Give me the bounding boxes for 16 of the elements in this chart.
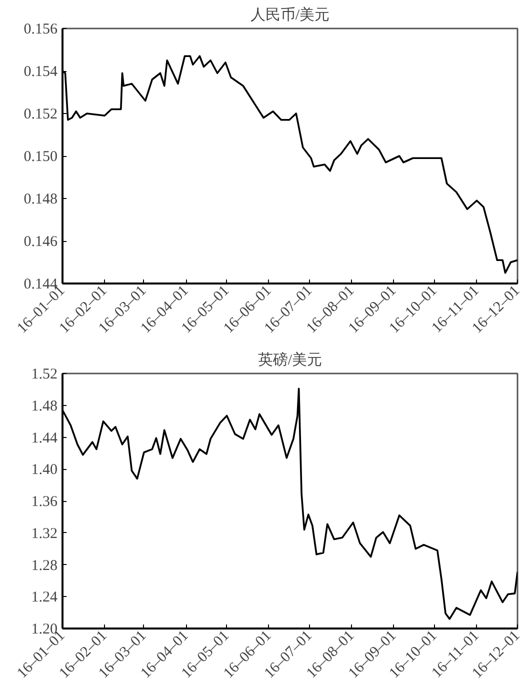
y-tick-label: 1.48 <box>31 398 58 414</box>
y-tick-label: 0.156 <box>24 22 58 38</box>
y-tick-label: 0.150 <box>24 149 58 165</box>
y-tick-label: 0.146 <box>24 234 58 250</box>
chart-title: 人民币/美元 <box>250 6 330 24</box>
y-tick-label: 1.40 <box>31 462 58 478</box>
y-tick-label: 1.28 <box>31 558 58 574</box>
y-tick-label: 1.36 <box>31 494 58 510</box>
y-tick-label: 1.24 <box>31 590 58 606</box>
y-tick-label: 0.154 <box>24 64 58 80</box>
y-tick-label: 1.32 <box>31 526 58 542</box>
y-tick-label: 0.148 <box>24 192 58 208</box>
y-tick-label: 0.152 <box>24 106 58 122</box>
chart-title: 英磅/美元 <box>258 352 322 368</box>
y-tick-label: 1.52 <box>31 366 58 382</box>
y-tick-label: 1.44 <box>31 430 58 446</box>
